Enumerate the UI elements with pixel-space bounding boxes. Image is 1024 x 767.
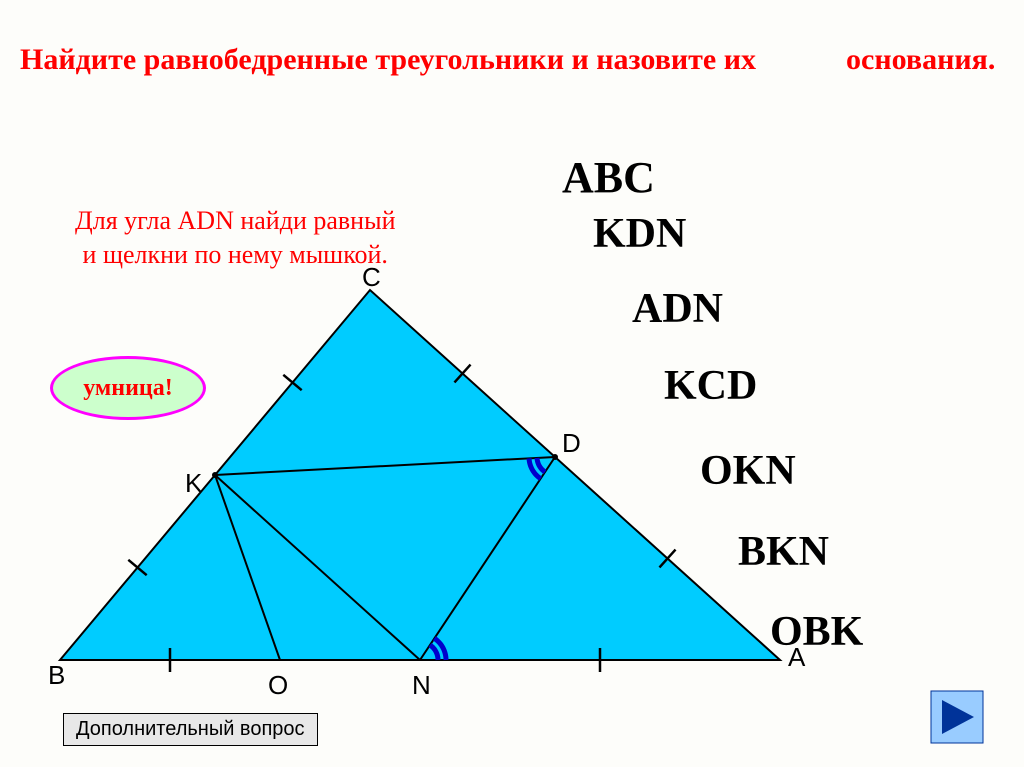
vertex-label-o: O (268, 670, 288, 701)
vertex-label-d: D (562, 428, 581, 459)
vertex-label-a: A (788, 642, 805, 673)
vertex-label-b: B (48, 660, 65, 691)
vertex-label-c: C (362, 262, 381, 293)
vertex-label-n: N (412, 670, 431, 701)
triangle-diagram (0, 0, 1024, 767)
vertex-label-k: K (185, 468, 202, 499)
